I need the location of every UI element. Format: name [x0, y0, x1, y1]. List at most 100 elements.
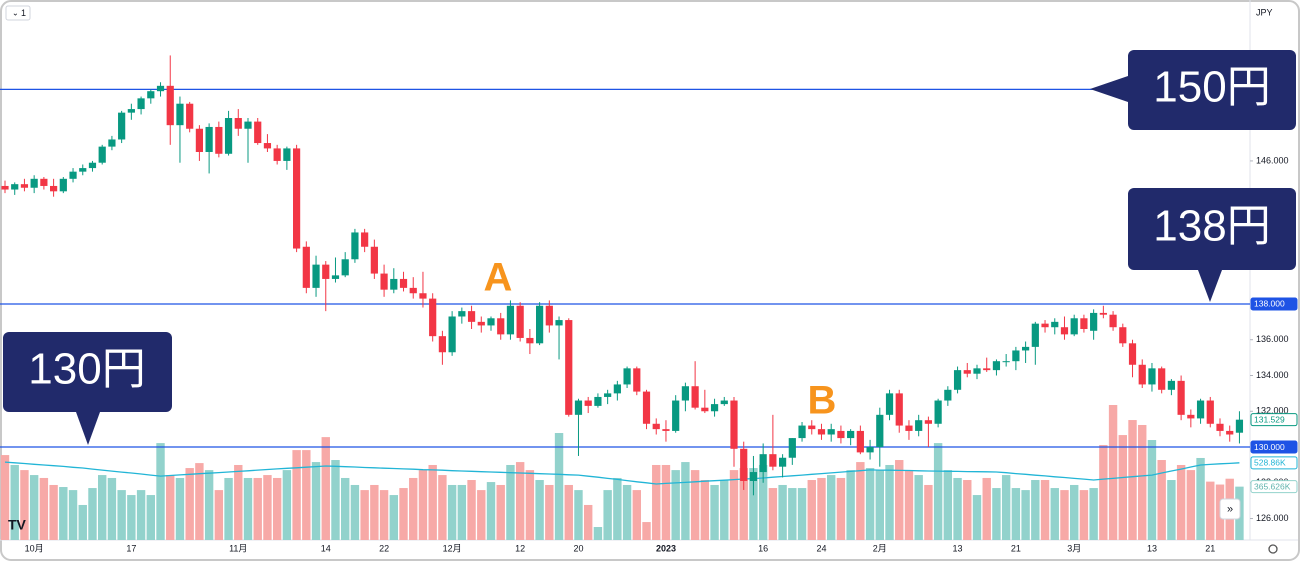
candle-body	[273, 148, 281, 161]
candle-body	[545, 305, 553, 326]
x-tick-label: 12月	[443, 543, 462, 553]
volume-bar	[613, 477, 622, 540]
candle-body	[302, 246, 310, 288]
volume-bar	[477, 490, 486, 540]
volume-bar	[59, 487, 68, 540]
volume-bar	[836, 477, 846, 540]
candle-body	[331, 275, 340, 279]
x-tick-label: 14	[321, 543, 331, 553]
candle-body	[1187, 414, 1195, 419]
y-tick-label: 136.000	[1256, 334, 1289, 344]
annotation: A	[484, 256, 513, 300]
x-tick-label: 21	[1205, 543, 1215, 553]
candle-body	[1226, 430, 1234, 435]
candle-body	[895, 393, 903, 426]
volume-bar	[865, 468, 875, 540]
candle-body	[59, 178, 67, 192]
volume-bar	[447, 484, 457, 540]
volume-bar	[914, 475, 923, 540]
candle-body	[516, 305, 524, 338]
volume-bar	[924, 484, 933, 540]
candle-body	[1002, 361, 1010, 363]
candle-body	[1109, 314, 1117, 328]
candle-body	[1167, 380, 1175, 390]
volume-bar	[438, 475, 447, 540]
volume-bar	[1157, 460, 1166, 540]
level-axis-label: 130.000	[1254, 442, 1285, 452]
volume-bar	[593, 527, 603, 540]
candle-body	[195, 128, 203, 152]
volume-bar	[652, 464, 661, 540]
candle-body	[866, 447, 874, 453]
candle-body	[11, 184, 19, 190]
volume-bar	[302, 450, 311, 540]
candle-body	[1051, 321, 1059, 328]
volume-bar	[671, 470, 680, 540]
scroll-button[interactable]	[1219, 498, 1241, 520]
volume-bar	[1089, 488, 1098, 540]
candle-body	[1099, 312, 1107, 315]
volume-bar	[224, 477, 233, 540]
volume-bar	[690, 470, 700, 540]
volume-bar	[29, 475, 39, 540]
volume-bar	[78, 504, 87, 540]
x-tick-label: 21	[1011, 543, 1021, 553]
candle-body	[759, 454, 767, 473]
x-tick-label: 22	[379, 543, 389, 553]
interval-button[interactable]	[5, 5, 31, 21]
volume-bar	[681, 462, 690, 540]
candle-body	[788, 438, 796, 458]
candle-body	[565, 320, 573, 415]
candle-body	[847, 430, 855, 439]
candle-body	[98, 146, 106, 163]
candle-body	[1235, 419, 1244, 433]
x-tick-label: 11月	[229, 543, 247, 553]
volume-bar	[457, 484, 467, 540]
volume-bar	[243, 477, 253, 540]
volume-bar	[1021, 490, 1030, 540]
candle-body	[1119, 327, 1127, 344]
volume-bar	[39, 477, 49, 540]
candle-body	[1177, 380, 1185, 415]
volume-bar	[661, 464, 671, 540]
candle-body	[633, 368, 641, 392]
x-tick-label: 12	[515, 543, 525, 553]
volume-bar	[642, 522, 651, 540]
candle-body	[526, 337, 534, 344]
candle-body	[652, 423, 660, 430]
settings-icon[interactable]	[1268, 544, 1278, 554]
volume-bar	[409, 477, 418, 540]
candle-body	[983, 368, 991, 371]
volume-bar	[331, 460, 340, 540]
candle-body	[613, 384, 621, 394]
volume-bar	[204, 470, 214, 540]
candle-body	[506, 305, 515, 335]
volume-bar	[895, 460, 904, 540]
candle-body	[497, 318, 505, 335]
volume-bar	[788, 488, 797, 540]
candle-body	[905, 425, 913, 431]
candle-body	[351, 232, 359, 260]
candle-body	[876, 414, 884, 448]
candle-body	[341, 259, 349, 276]
y-tick-label: 146.000	[1256, 155, 1289, 165]
volume-bar	[321, 437, 330, 540]
last-price-label-box	[1250, 413, 1298, 427]
candle-body	[1138, 364, 1146, 385]
volume-bar	[933, 443, 943, 540]
candle-body	[584, 400, 592, 406]
volume-bar	[1118, 435, 1127, 540]
candle-body	[808, 425, 816, 430]
level-axis-label-box	[1250, 297, 1298, 311]
volume-label: 365.626K	[1254, 481, 1291, 491]
candle-body	[720, 400, 728, 405]
volume-bar	[827, 475, 836, 540]
candle-body	[915, 420, 923, 431]
candle-body	[108, 139, 116, 147]
candle-body	[555, 320, 563, 326]
volume-bar	[311, 462, 321, 540]
volume-label-box	[1250, 480, 1298, 494]
x-tick-label: 2023	[656, 543, 676, 553]
volume-bar	[778, 484, 787, 540]
